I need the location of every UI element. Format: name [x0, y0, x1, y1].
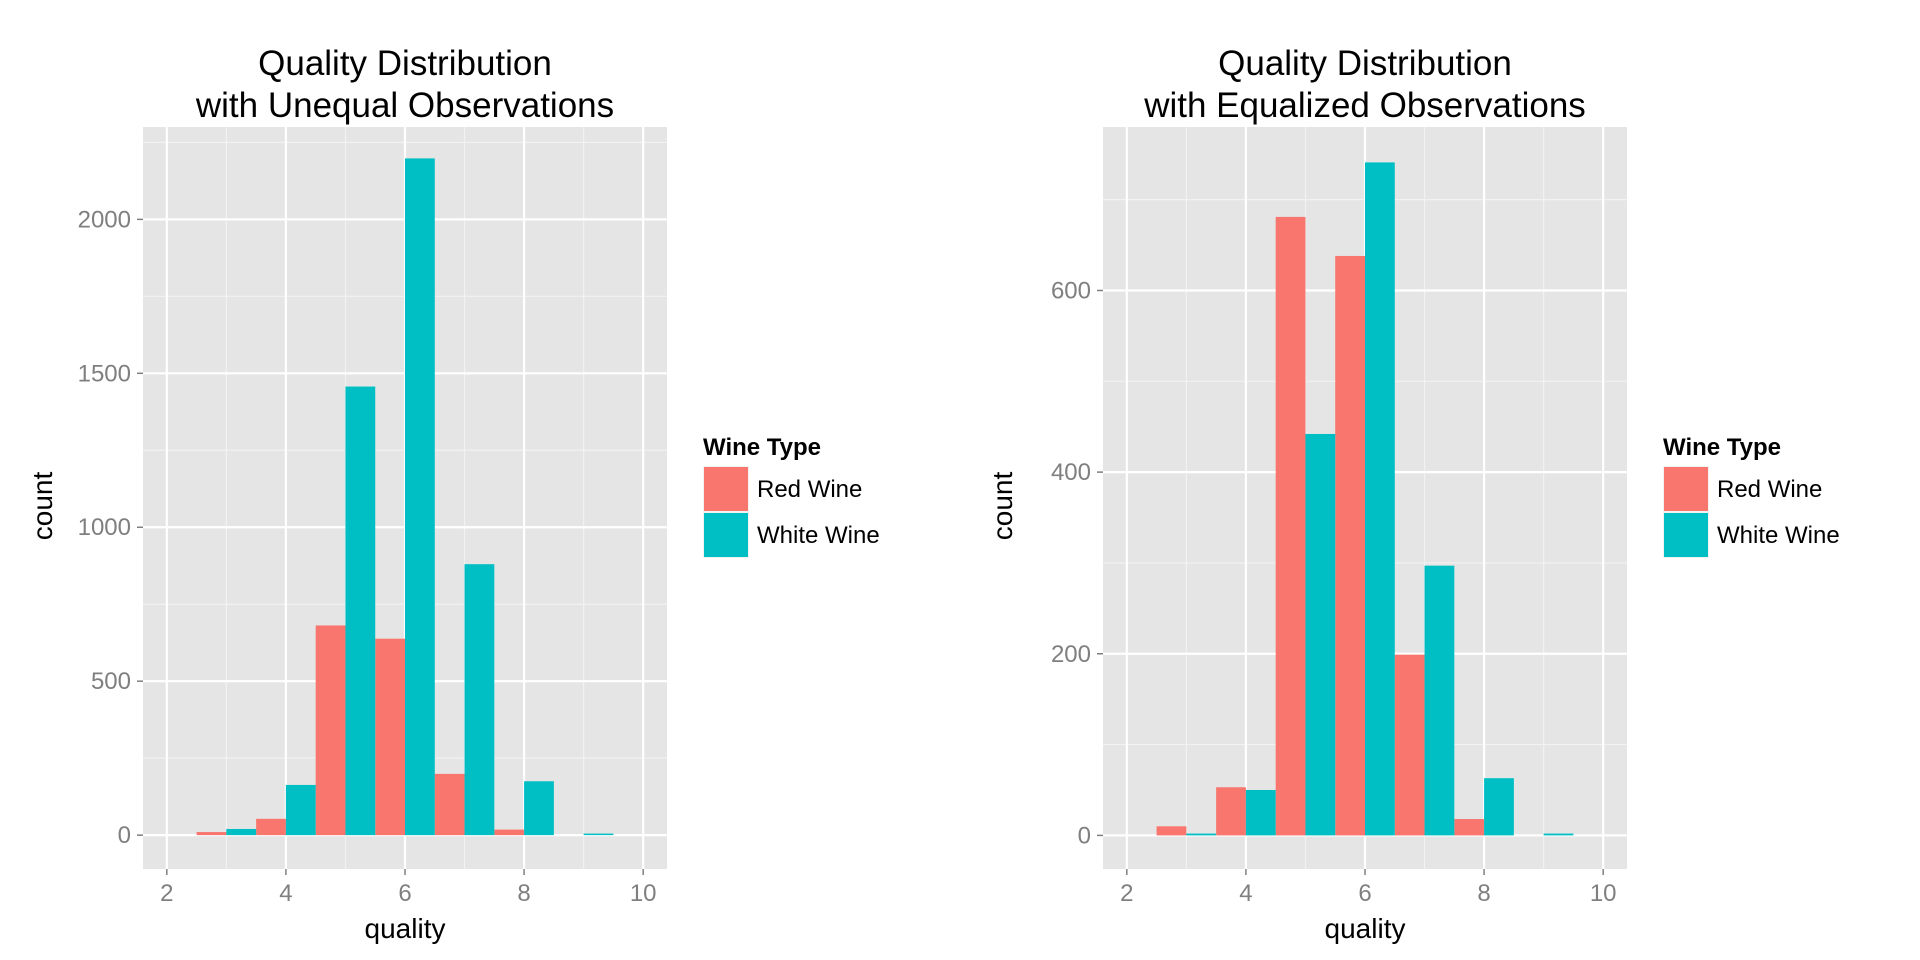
chart-title-line: Quality Distribution: [258, 44, 552, 83]
legend-label: White Wine: [1717, 522, 1840, 549]
bar-white-wine: [464, 564, 495, 836]
bar-red-wine: [196, 832, 227, 836]
x-tick-label: 4: [1239, 880, 1252, 907]
bar-red-wine: [256, 818, 286, 836]
y-tick-label: 600: [1051, 277, 1091, 304]
bar-red-wine: [494, 829, 525, 836]
chart-title-line: with Unequal Observations: [195, 86, 614, 125]
bar-white-wine: [1424, 565, 1455, 836]
legend-title: Wine Type: [1663, 434, 1781, 461]
x-tick-label: 10: [1590, 880, 1617, 907]
x-tick-label: 10: [630, 880, 657, 907]
legend-label: Red Wine: [1717, 476, 1822, 503]
chart-title-line: Quality Distribution: [1218, 44, 1512, 83]
x-tick-label: 6: [398, 880, 411, 907]
x-tick-label: 8: [1477, 880, 1490, 907]
legend-label: Red Wine: [757, 476, 862, 503]
y-tick-label: 400: [1051, 459, 1091, 486]
bar-white-wine: [583, 833, 614, 836]
x-tick-label: 6: [1358, 880, 1371, 907]
chart-equalized-observations: Quality Distribution with Equalized Obser…: [960, 0, 1920, 960]
legend-swatch: [704, 467, 748, 511]
bar-red-wine: [375, 638, 405, 836]
legend: Wine Type Red Wine White Wine: [1663, 434, 1840, 558]
x-tick-label: 8: [517, 880, 530, 907]
bar-white-wine: [1543, 833, 1574, 836]
x-tick-label: 2: [1120, 880, 1133, 907]
x-axis-label: quality: [1325, 913, 1406, 944]
legend-swatch: [704, 513, 748, 557]
legend-title: Wine Type: [703, 434, 821, 461]
bar-white-wine: [1245, 789, 1276, 836]
y-tick-label: 2000: [78, 206, 131, 233]
chart-unequal-observations: Quality Distribution with Unequal Observa…: [27, 44, 880, 944]
legend-swatch: [1664, 513, 1708, 557]
y-tick-label: 1500: [78, 360, 131, 387]
bar-white-wine: [345, 386, 376, 836]
bar-white-wine: [1305, 433, 1336, 836]
chart-title-line: with Equalized Observations: [1143, 86, 1586, 125]
bar-red-wine: [1275, 216, 1306, 836]
y-tick-label: 1000: [78, 514, 131, 541]
bar-white-wine: [524, 781, 554, 836]
bar-red-wine: [1394, 654, 1425, 836]
x-tick-label: 2: [160, 880, 173, 907]
bar-white-wine: [1365, 162, 1395, 836]
bar-white-wine: [226, 828, 257, 836]
legend-swatch: [1664, 467, 1708, 511]
legend: Wine Type Red Wine White Wine: [703, 434, 880, 558]
y-axis-label: count: [27, 472, 58, 541]
bar-white-wine: [285, 784, 316, 836]
x-tick-label: 4: [279, 880, 292, 907]
bar-red-wine: [1335, 255, 1365, 836]
bar-white-wine: [1484, 778, 1514, 836]
bar-red-wine: [1156, 826, 1187, 836]
bar-white-wine: [405, 158, 435, 836]
bar-red-wine: [1216, 787, 1246, 836]
bar-red-wine: [315, 625, 346, 836]
legend-label: White Wine: [757, 522, 880, 549]
x-axis-label: quality: [365, 913, 446, 944]
y-axis-label: count: [987, 472, 1018, 541]
bar-red-wine: [434, 773, 465, 836]
y-tick-label: 200: [1051, 641, 1091, 668]
y-tick-label: 0: [118, 822, 131, 849]
bar-red-wine: [1454, 819, 1485, 836]
y-tick-label: 0: [1078, 822, 1091, 849]
y-tick-label: 500: [91, 668, 131, 695]
bar-white-wine: [1186, 833, 1217, 836]
